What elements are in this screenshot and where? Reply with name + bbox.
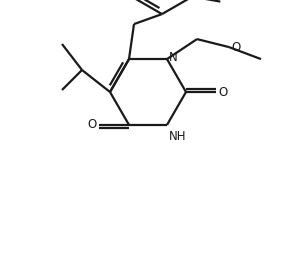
Text: NH: NH	[169, 130, 187, 143]
Text: N: N	[169, 51, 178, 64]
Text: O: O	[231, 41, 240, 54]
Text: O: O	[218, 85, 227, 99]
Text: O: O	[88, 118, 97, 132]
